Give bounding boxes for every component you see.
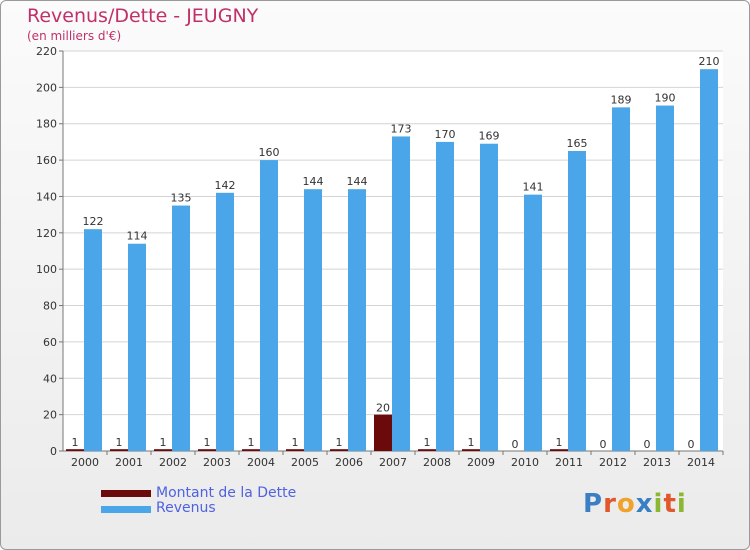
bar-revenus-2008 — [436, 141, 454, 451]
data-label-dette-2001: 1 — [116, 436, 123, 449]
data-label-revenus-2008: 170 — [435, 128, 456, 141]
bar-dette-2002 — [154, 449, 172, 451]
proxiti-logo: Proxiti — [583, 489, 687, 519]
data-label-revenus-2007: 173 — [391, 122, 412, 135]
bar-dette-2005 — [286, 449, 304, 451]
x-tick-label-2006: 2006 — [335, 456, 363, 469]
y-tick-label: 20 — [43, 409, 57, 422]
bar-dette-2011 — [550, 449, 568, 451]
bar-dette-2006 — [330, 449, 348, 451]
logo-letter: i — [676, 489, 687, 519]
bar-revenus-2000 — [84, 229, 102, 451]
data-label-dette-2014: 0 — [688, 438, 695, 451]
x-tick-label-2002: 2002 — [159, 456, 187, 469]
bar-dette-2008 — [418, 449, 436, 451]
x-tick-label-2008: 2008 — [423, 456, 451, 469]
y-tick-label: 200 — [36, 81, 57, 94]
data-label-revenus-2006: 144 — [347, 175, 368, 188]
data-label-revenus-2004: 160 — [259, 146, 280, 159]
data-label-revenus-2009: 169 — [479, 130, 500, 143]
x-tick-label-2000: 2000 — [71, 456, 99, 469]
legend-swatch-revenus — [101, 506, 151, 513]
bar-dette-2001 — [110, 449, 128, 451]
data-label-revenus-2012: 189 — [611, 93, 632, 106]
data-label-revenus-2014: 210 — [699, 55, 720, 68]
bar-dette-2007 — [374, 414, 392, 451]
legend-swatch-dette — [101, 490, 151, 497]
data-label-dette-2009: 1 — [468, 436, 475, 449]
data-label-dette-2003: 1 — [204, 436, 211, 449]
chart-title: Revenus/Dette - JEUGNY — [27, 5, 259, 27]
y-tick-label: 100 — [36, 263, 57, 276]
bar-dette-2000 — [66, 449, 84, 451]
logo-letter: o — [616, 489, 636, 519]
logo-letter: x — [635, 489, 654, 519]
x-tick-label-2003: 2003 — [203, 456, 231, 469]
x-tick-label-2013: 2013 — [643, 456, 671, 469]
data-label-dette-2004: 1 — [248, 436, 255, 449]
legend-label-revenus: Revenus — [156, 500, 216, 516]
bar-revenus-2003 — [216, 192, 234, 451]
logo-letter: t — [663, 489, 677, 519]
bar-revenus-2010 — [524, 194, 542, 452]
data-label-dette-2005: 1 — [292, 436, 299, 449]
x-tick-label-2005: 2005 — [291, 456, 319, 469]
y-tick-label: 0 — [50, 445, 57, 458]
y-tick-label: 140 — [36, 190, 57, 203]
x-tick-label-2010: 2010 — [511, 456, 539, 469]
data-label-revenus-2001: 114 — [127, 230, 148, 243]
y-tick-label: 80 — [43, 300, 57, 313]
data-label-dette-2013: 0 — [644, 438, 651, 451]
x-tick-label-2012: 2012 — [599, 456, 627, 469]
data-label-dette-2000: 1 — [72, 436, 79, 449]
data-label-dette-2008: 1 — [424, 436, 431, 449]
bar-dette-2009 — [462, 449, 480, 451]
y-tick-label: 180 — [36, 118, 57, 131]
bar-revenus-2009 — [480, 143, 498, 451]
x-tick-label-2011: 2011 — [555, 456, 583, 469]
logo-letter: r — [603, 489, 617, 519]
x-tick-label-2007: 2007 — [379, 456, 407, 469]
x-tick-label-2014: 2014 — [687, 456, 715, 469]
data-label-dette-2011: 1 — [556, 436, 563, 449]
data-label-dette-2012: 0 — [600, 438, 607, 451]
data-label-revenus-2010: 141 — [523, 181, 544, 194]
bar-revenus-2013 — [656, 105, 674, 451]
x-tick-label-2009: 2009 — [467, 456, 495, 469]
bar-revenus-2001 — [128, 243, 146, 451]
bar-revenus-2004 — [260, 160, 278, 451]
data-label-dette-2006: 1 — [336, 436, 343, 449]
data-label-dette-2010: 0 — [512, 438, 519, 451]
x-tick-label-2004: 2004 — [247, 456, 275, 469]
data-label-revenus-2011: 165 — [567, 137, 588, 150]
y-tick-label: 60 — [43, 336, 57, 349]
bar-revenus-2006 — [348, 189, 366, 451]
logo-letter: P — [583, 489, 604, 519]
data-label-dette-2007: 20 — [376, 402, 390, 415]
logo-letter: i — [653, 489, 664, 519]
y-tick-label: 220 — [36, 45, 57, 58]
bar-revenus-2012 — [612, 107, 630, 451]
bar-dette-2004 — [242, 449, 260, 451]
bar-revenus-2002 — [172, 205, 190, 451]
bar-revenus-2014 — [700, 69, 718, 451]
chart-subtitle: (en milliers d'€) — [27, 29, 122, 43]
data-label-dette-2002: 1 — [160, 436, 167, 449]
data-label-revenus-2005: 144 — [303, 175, 324, 188]
y-tick-label: 160 — [36, 154, 57, 167]
bar-revenus-2007 — [392, 136, 410, 452]
bar-revenus-2005 — [304, 189, 322, 451]
y-tick-label: 120 — [36, 227, 57, 240]
y-tick-label: 40 — [43, 372, 57, 385]
data-label-revenus-2000: 122 — [83, 215, 104, 228]
legend-label-dette: Montant de la Dette — [156, 485, 297, 501]
data-label-revenus-2002: 135 — [171, 192, 192, 205]
bar-revenus-2011 — [568, 151, 586, 451]
bar-dette-2003 — [198, 449, 216, 451]
data-label-revenus-2003: 142 — [215, 179, 236, 192]
x-tick-label-2001: 2001 — [115, 456, 143, 469]
data-label-revenus-2013: 190 — [655, 92, 676, 105]
